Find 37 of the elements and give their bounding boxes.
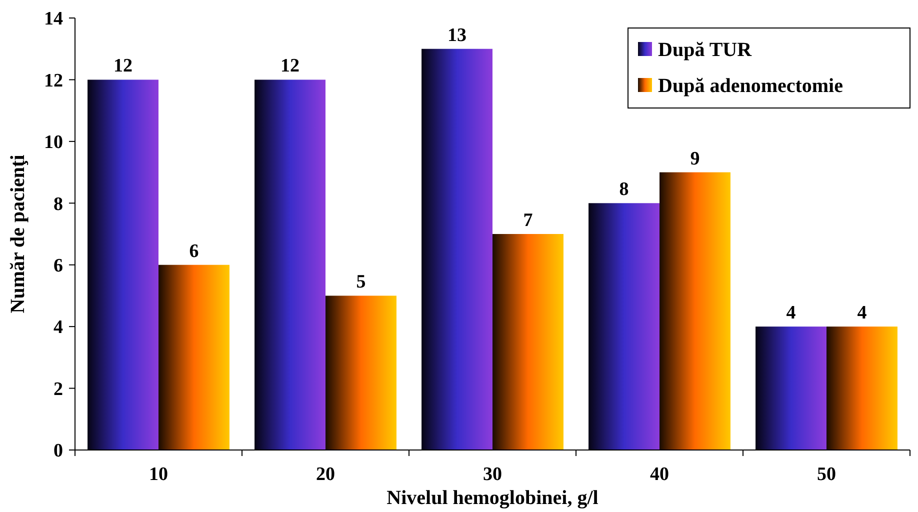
data-label: 13 xyxy=(448,24,467,46)
bar xyxy=(588,203,660,450)
y-axis-title: Număr de pacienţi xyxy=(7,154,29,314)
y-tick-label: 0 xyxy=(54,440,63,462)
bar xyxy=(826,326,898,450)
bar xyxy=(326,296,396,450)
y-tick-label: 12 xyxy=(44,70,63,92)
y-tick-label: 8 xyxy=(54,194,63,215)
x-tick-label: 20 xyxy=(316,464,335,485)
data-label: 8 xyxy=(619,179,629,200)
bar xyxy=(756,326,826,450)
y-tick-label: 6 xyxy=(54,256,63,277)
data-label: 4 xyxy=(786,302,796,324)
y-tick-label: 4 xyxy=(54,317,64,338)
bar xyxy=(492,234,564,450)
bar xyxy=(422,48,492,450)
legend-label: După TUR xyxy=(658,39,752,61)
data-label: 4 xyxy=(857,302,868,324)
bar xyxy=(158,264,230,450)
bar xyxy=(660,172,730,450)
data-label: 6 xyxy=(189,240,199,262)
y-tick-label: 10 xyxy=(44,132,63,154)
x-tick-label: 30 xyxy=(483,464,502,485)
data-label: 12 xyxy=(114,56,133,77)
y-tick-label: 2 xyxy=(54,378,63,400)
data-label: 9 xyxy=(690,148,700,170)
data-label: 5 xyxy=(356,272,366,293)
x-axis-title: Nivelul hemoglobinei, g/l xyxy=(386,487,599,509)
x-tick-label: 10 xyxy=(149,464,168,485)
legend-label: După adenomectomie xyxy=(658,75,844,97)
bar xyxy=(254,80,326,450)
x-tick-label: 50 xyxy=(817,464,836,485)
x-tick-label: 40 xyxy=(650,464,669,485)
y-tick-label: 14 xyxy=(44,8,64,30)
bar xyxy=(88,80,158,450)
data-label: 7 xyxy=(523,210,534,231)
data-label: 12 xyxy=(280,56,300,77)
